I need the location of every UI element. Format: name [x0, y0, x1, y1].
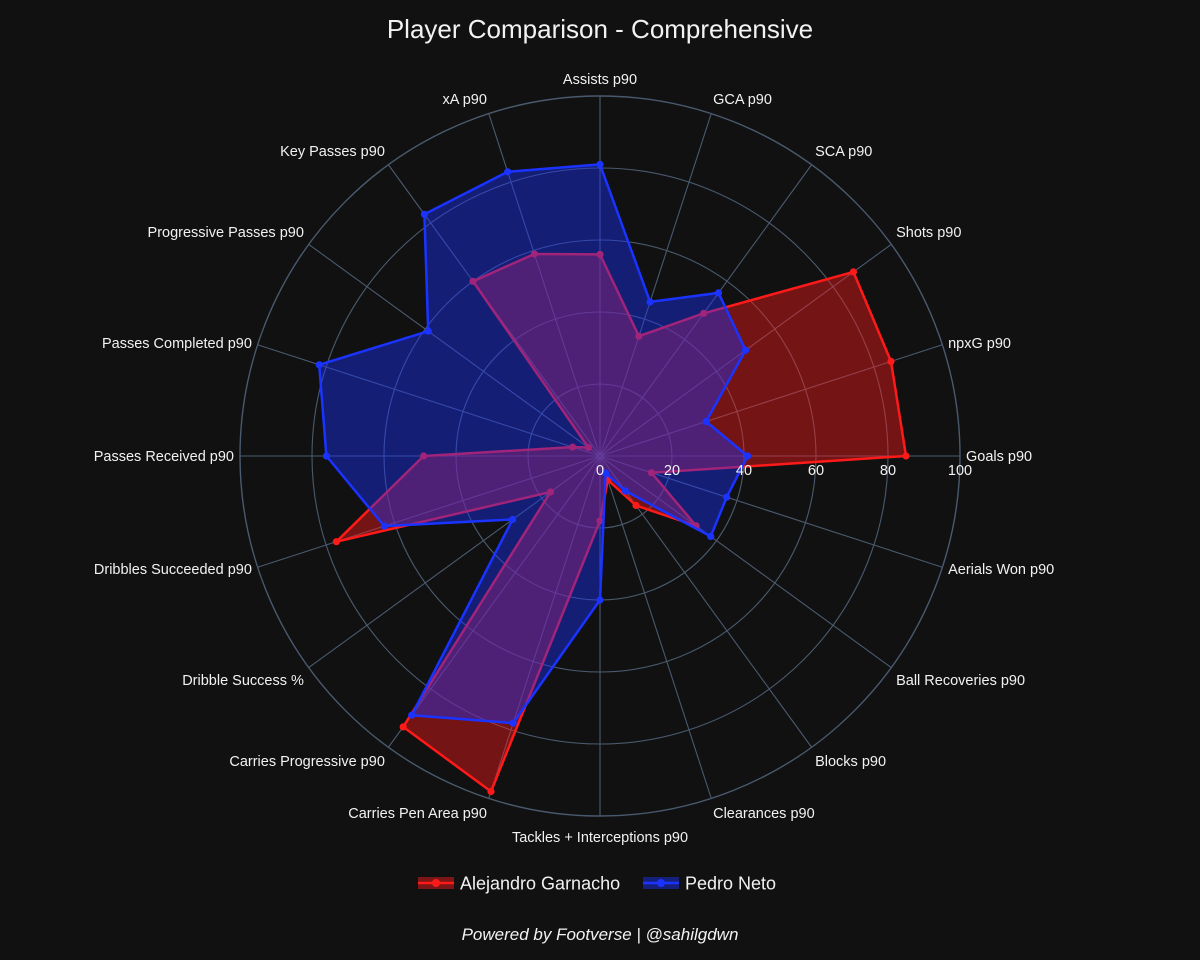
axis-label: Blocks p90 [815, 754, 886, 770]
series-point-0 [596, 250, 604, 258]
legend-item[interactable]: Alejandro Garnacho [418, 874, 620, 894]
series-point-1 [707, 532, 715, 541]
axis-label: Shots p90 [896, 225, 961, 241]
series-point-1 [420, 210, 428, 218]
series-point-1 [322, 452, 330, 460]
grid-spoke [599, 113, 712, 457]
series-point-0 [420, 452, 428, 460]
axis-labels: Goals p90 npxG p90 Shots p90 SCA p90 GCA p90… [94, 72, 1054, 846]
series-area-1 [317, 163, 749, 725]
series-point-1 [723, 493, 731, 501]
series-point-1 [596, 160, 604, 168]
axis-label: Passes Completed p90 [102, 336, 252, 352]
series-point-1 [424, 327, 432, 335]
series-point-1 [702, 417, 710, 426]
series-point-0 [569, 443, 577, 451]
series-point-0 [332, 538, 340, 546]
radial-tick-label: 20 [664, 463, 680, 479]
series-point-1 [742, 346, 750, 354]
series-point-0 [902, 452, 910, 460]
series-point-0 [849, 268, 858, 276]
series-point-1 [509, 719, 517, 727]
axis-label: GCA p90 [713, 92, 772, 108]
series-point-0 [887, 357, 895, 365]
series-point-1 [408, 711, 416, 719]
axis-label: Dribbles Succeeded p90 [94, 562, 252, 578]
axis-label: SCA p90 [815, 144, 872, 160]
grid-spoke [599, 455, 892, 669]
series-point-0 [700, 309, 708, 317]
grid-spoke [257, 344, 601, 457]
axis-label: npxG p90 [948, 336, 1011, 352]
axis-label: Progressive Passes p90 [148, 225, 304, 241]
legend-label: Pedro Neto [685, 874, 776, 894]
series-point-1 [596, 596, 604, 604]
series-point-1 [646, 298, 654, 306]
grid-spoke [257, 455, 601, 568]
grid-spoke [599, 455, 943, 568]
axis-label: Tackles + Interceptions p90 [512, 830, 688, 846]
axis-label: Ball Recoveries p90 [896, 673, 1025, 689]
legend-marker [432, 879, 440, 887]
axis-label: Clearances p90 [713, 806, 815, 822]
series-point-1 [315, 361, 323, 369]
grid-spoke [599, 344, 943, 457]
legend[interactable]: Alejandro Garnacho Pedro Neto [418, 874, 776, 894]
axis-label: xA p90 [443, 92, 487, 108]
axis-label: Carries Pen Area p90 [348, 806, 487, 822]
series-point-0 [635, 332, 643, 340]
legend-label: Alejandro Garnacho [460, 874, 620, 894]
legend-marker [657, 879, 665, 887]
axis-label: Dribble Success % [182, 673, 304, 689]
series-point-0 [546, 488, 555, 496]
radial-tick-label: 80 [880, 463, 896, 479]
radial-tick-label: 100 [948, 463, 972, 479]
series-layer [315, 160, 910, 796]
series-point-1 [621, 487, 630, 495]
series-point-0 [469, 277, 477, 285]
axis-label: Assists p90 [563, 72, 637, 88]
series-point-1 [504, 168, 512, 176]
radial-tick-label: 40 [736, 463, 752, 479]
grid-spoke [308, 243, 601, 457]
radial-tick-label: 0 [596, 463, 604, 479]
series-point-1 [508, 515, 517, 524]
chart-title: Player Comparison - Comprehensive [387, 14, 813, 44]
radial-tick-label: 60 [808, 463, 824, 479]
series-point-0 [487, 787, 495, 796]
series-point-0 [596, 517, 604, 525]
series-point-0 [399, 723, 407, 731]
series-point-1 [744, 452, 752, 460]
axis-label: Aerials Won p90 [948, 562, 1054, 578]
legend-item[interactable]: Pedro Neto [643, 874, 776, 894]
series-point-1 [714, 289, 723, 297]
axis-label: Carries Progressive p90 [229, 754, 385, 770]
series-point-0 [632, 501, 640, 510]
series-point-0 [647, 469, 656, 477]
grid-spoke [488, 455, 601, 799]
axis-label: Passes Received p90 [94, 449, 234, 465]
series-point-0 [584, 443, 593, 452]
grid-spoke [387, 455, 601, 748]
axis-label: Key Passes p90 [280, 144, 385, 160]
series-point-1 [602, 469, 610, 477]
series-point-1 [380, 522, 388, 530]
grid-spoke [599, 455, 712, 799]
radial-tick-labels: 0 20 40 60 80 100 [596, 463, 972, 479]
series-point-0 [530, 250, 539, 258]
footer-credit: Powered by Footverse | @sahilgdwn [462, 925, 739, 944]
axis-label: Goals p90 [966, 449, 1032, 465]
